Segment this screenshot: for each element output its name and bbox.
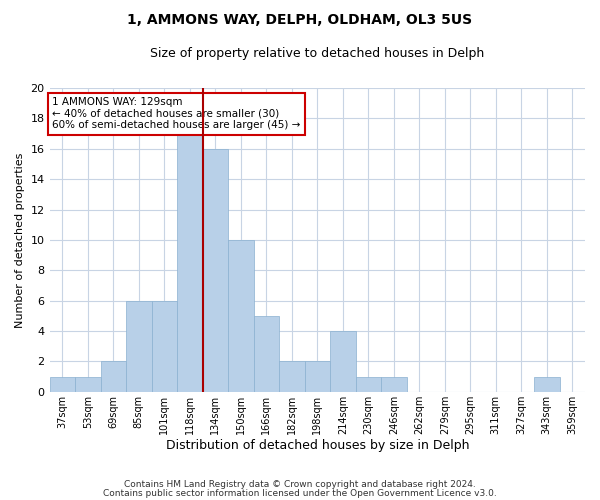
Text: 1 AMMONS WAY: 129sqm
← 40% of detached houses are smaller (30)
60% of semi-detac: 1 AMMONS WAY: 129sqm ← 40% of detached h… — [52, 97, 301, 130]
Bar — [356, 376, 381, 392]
Bar — [126, 300, 152, 392]
Bar — [534, 376, 560, 392]
Bar — [228, 240, 254, 392]
Y-axis label: Number of detached properties: Number of detached properties — [15, 152, 25, 328]
Bar — [305, 362, 330, 392]
Text: Contains HM Land Registry data © Crown copyright and database right 2024.: Contains HM Land Registry data © Crown c… — [124, 480, 476, 489]
Bar — [177, 134, 203, 392]
Bar — [152, 300, 177, 392]
X-axis label: Distribution of detached houses by size in Delph: Distribution of detached houses by size … — [166, 440, 469, 452]
Title: Size of property relative to detached houses in Delph: Size of property relative to detached ho… — [150, 48, 484, 60]
Bar — [203, 149, 228, 392]
Text: Contains public sector information licensed under the Open Government Licence v3: Contains public sector information licen… — [103, 488, 497, 498]
Bar — [50, 376, 75, 392]
Bar — [254, 316, 279, 392]
Bar — [330, 331, 356, 392]
Text: 1, AMMONS WAY, DELPH, OLDHAM, OL3 5US: 1, AMMONS WAY, DELPH, OLDHAM, OL3 5US — [127, 12, 473, 26]
Bar — [75, 376, 101, 392]
Bar — [279, 362, 305, 392]
Bar — [101, 362, 126, 392]
Bar — [381, 376, 407, 392]
